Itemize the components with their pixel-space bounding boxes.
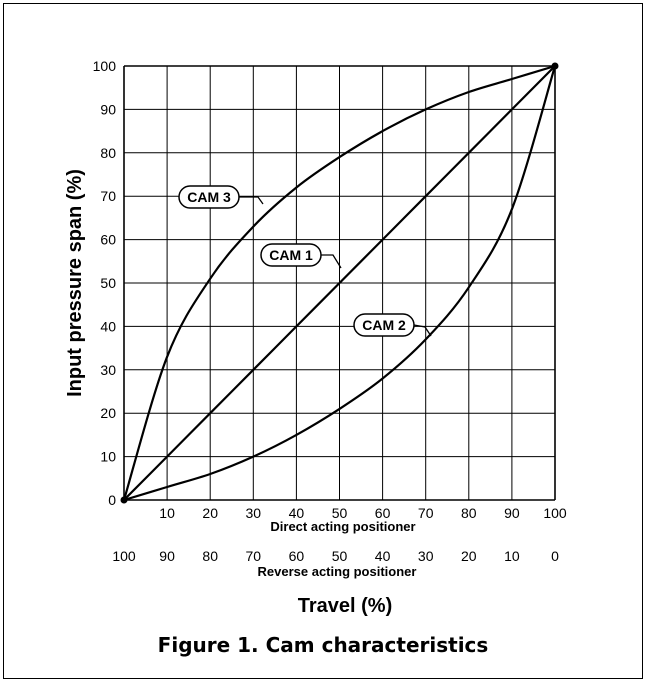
y-tick-label: 0 — [108, 492, 116, 508]
y-tick-label: 80 — [100, 145, 116, 161]
x-axis-title: Travel (%) — [298, 595, 392, 617]
direct-acting-label: Direct acting positioner — [270, 519, 415, 534]
cam-labels: CAM 1 CAM 2 CAM 3 — [178, 185, 432, 337]
x-tick-label-reverse: 40 — [375, 548, 391, 564]
grid — [123, 65, 556, 501]
cam-1-curve — [123, 65, 556, 501]
x-tick-label-direct: 70 — [418, 505, 434, 521]
x-tick-label-direct: 20 — [202, 505, 218, 521]
cam-3-curve — [122, 64, 556, 501]
y-tick-label: 70 — [100, 188, 116, 204]
x-tick-label-direct: 50 — [332, 505, 348, 521]
curves — [120, 62, 559, 504]
x-tick-label-direct: 100 — [543, 505, 567, 521]
cam-1-callout: CAM 1 — [260, 243, 342, 269]
y-tick-label: 40 — [100, 318, 116, 334]
cam-1-label-box — [260, 243, 322, 267]
figure-frame — [3, 3, 643, 679]
cam-1-label: CAM 1 — [269, 247, 313, 263]
cam-2-label-box — [353, 313, 415, 337]
x-tick-label-reverse: 60 — [289, 548, 305, 564]
x-tick-label-direct: 80 — [461, 505, 477, 521]
x-tick-label-reverse: 70 — [246, 548, 262, 564]
figure-caption: Figure 1. Cam characteristics — [157, 633, 489, 657]
x-tick-label-direct: 10 — [159, 505, 175, 521]
y-axis-title: Input pressure span (%) — [64, 169, 86, 397]
y-tick-label: 60 — [100, 232, 116, 248]
x-tick-label-reverse: 100 — [112, 548, 136, 564]
y-tick-label: 100 — [93, 58, 117, 74]
y-tick-label: 90 — [100, 101, 116, 117]
cam-3-label-box — [178, 185, 240, 209]
reverse-acting-label: Reverse acting positioner — [258, 564, 417, 579]
x-tick-label-reverse: 80 — [202, 548, 218, 564]
endpoint-dot — [551, 62, 559, 70]
cam-2-curve — [123, 65, 557, 502]
cam-2-callout: CAM 2 — [353, 313, 432, 337]
cam-1-leader-line — [321, 254, 342, 269]
x-tick-label-reverse: 20 — [461, 548, 477, 564]
x-tick-label-reverse: 0 — [551, 548, 559, 564]
x-tick-label-direct: 30 — [246, 505, 262, 521]
x-tick-label-reverse: 90 — [159, 548, 175, 564]
x-tick-label-reverse: 50 — [332, 548, 348, 564]
cam-3-leader-line — [239, 196, 264, 205]
y-tick-label: 10 — [100, 449, 116, 465]
x-tick-label-direct: 40 — [289, 505, 305, 521]
y-tick-label: 30 — [100, 362, 116, 378]
y-tick-label: 20 — [100, 405, 116, 421]
cam-3-label: CAM 3 — [187, 189, 231, 205]
x-tick-label-direct: 60 — [375, 505, 391, 521]
y-tick-label: 50 — [100, 275, 116, 291]
x-tick-label-reverse: 30 — [418, 548, 434, 564]
x-tick-label-reverse: 10 — [504, 548, 520, 564]
cam-2-leader-line — [413, 324, 432, 337]
cam-2-label: CAM 2 — [362, 317, 406, 333]
origin-dot — [120, 496, 128, 504]
cam-3-callout: CAM 3 — [178, 185, 264, 209]
x-tick-label-direct: 90 — [504, 505, 520, 521]
